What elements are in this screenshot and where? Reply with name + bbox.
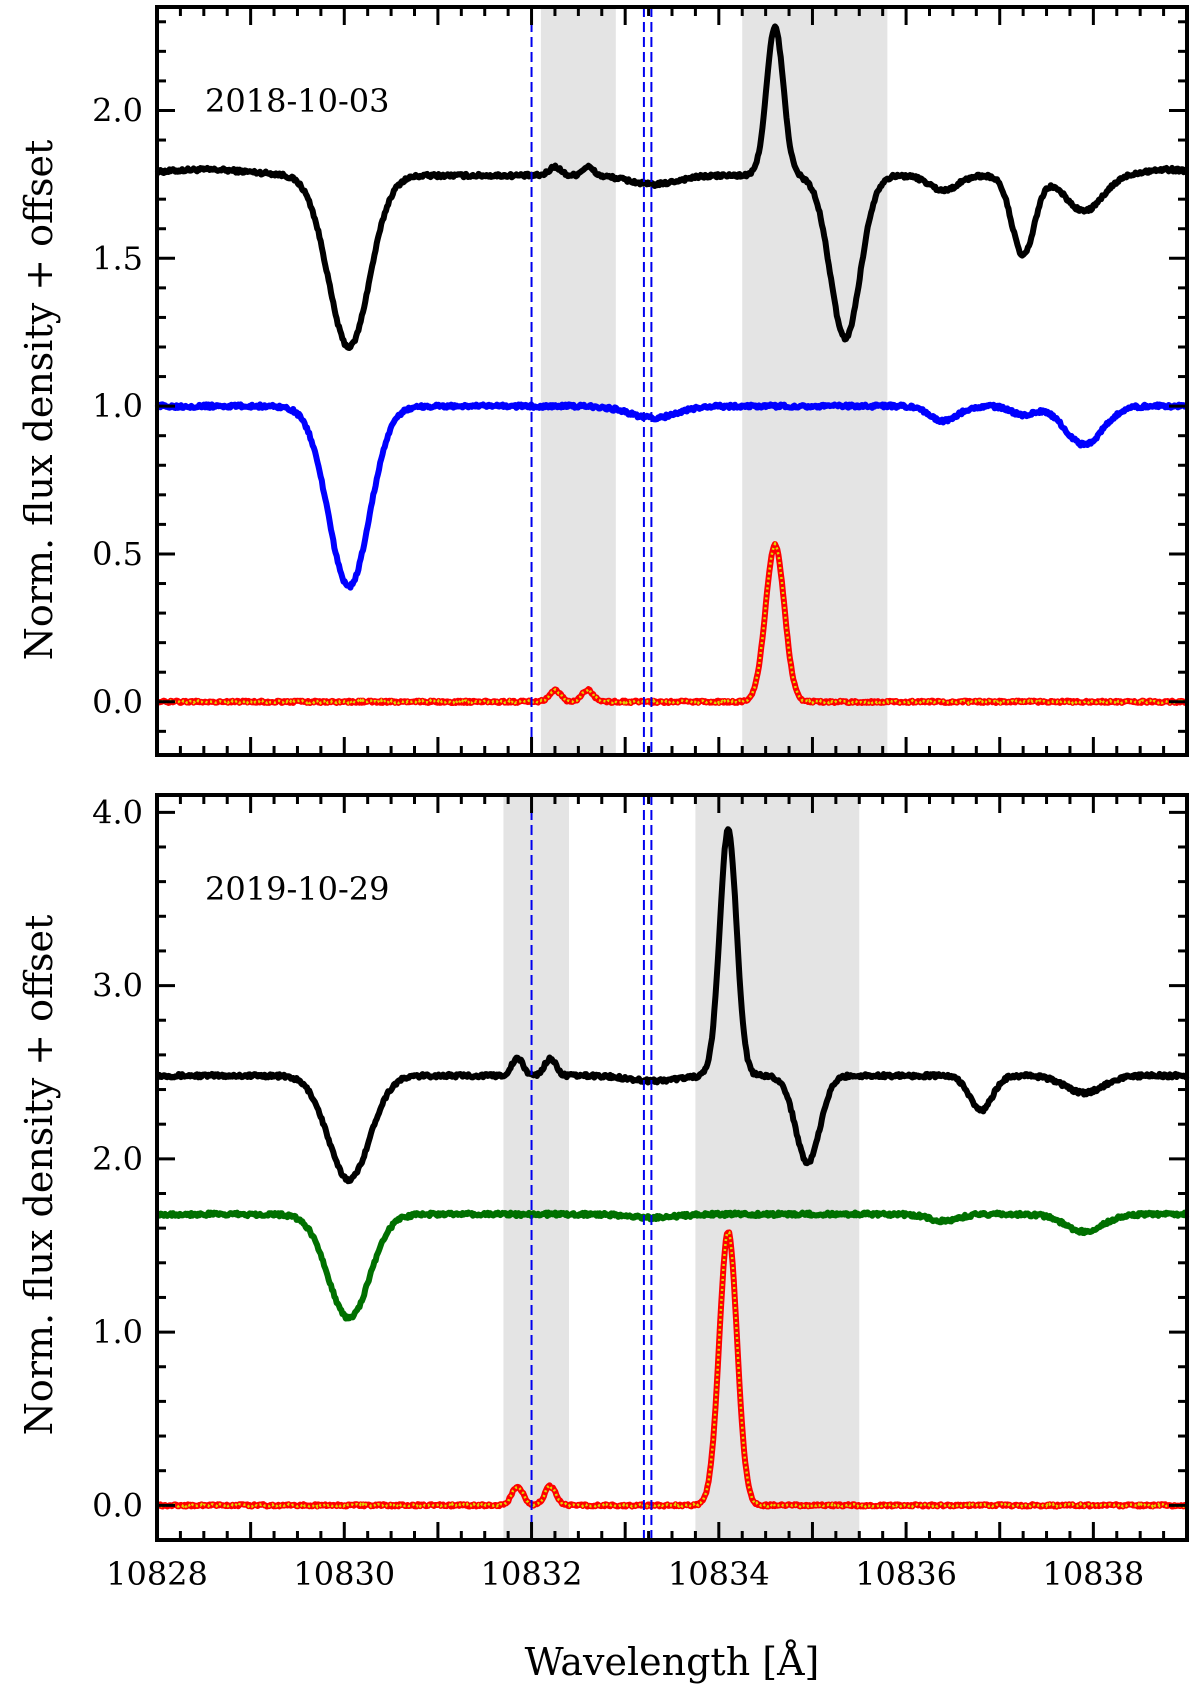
shaded-regions (540, 7, 888, 755)
series-line-residual-model (156, 1231, 1188, 1510)
y-tick-label: 3.0 (92, 967, 143, 1005)
y-axis-title: Norm. flux density + offset (17, 140, 61, 661)
plot-frame (155, 5, 1189, 757)
y-tick-label: 1.5 (92, 239, 143, 277)
x-tick-labels: 10828 10830 10832 10834 10836 10838 (106, 1555, 1144, 1593)
wavelength-markers (530, 795, 653, 1540)
x-tick-label: 10832 (481, 1555, 583, 1593)
y-tick-label: 1.0 (92, 387, 143, 425)
x-tick-label: 10838 (1042, 1555, 1144, 1593)
x-axis-title: Wavelength [Å] (525, 1640, 820, 1684)
series-group (155, 826, 1190, 1510)
series-line-observed (154, 23, 1189, 352)
y-tick-label: 2.0 (92, 91, 143, 129)
series-line-observed (155, 826, 1190, 1185)
x-tick-label: 10836 (855, 1555, 957, 1593)
series-group (154, 23, 1189, 706)
x-tick-label: 10834 (668, 1555, 770, 1593)
y-tick-label: 4.0 (92, 793, 143, 831)
y-tick-labels: 0.0 0.5 1.0 1.5 2.0 (92, 91, 143, 720)
series-line-residual (154, 541, 1189, 706)
y-axis-title: Norm. flux density + offset (17, 915, 61, 1436)
series-line-template (154, 401, 1189, 591)
y-tick-labels: 0.0 1.0 2.0 3.0 4.0 (92, 793, 143, 1524)
y-tick-label: 0.0 (92, 683, 143, 721)
date-annotation: 2018-10-03 (205, 82, 390, 120)
x-tick-label: 10830 (293, 1555, 395, 1593)
series-line-template (155, 1209, 1190, 1322)
plot-frame (155, 793, 1189, 1542)
y-tick-label: 1.0 (92, 1313, 143, 1351)
date-annotation: 2019-10-29 (205, 870, 390, 908)
y-tick-label: 0.0 (92, 1486, 143, 1524)
shaded-region (503, 795, 569, 1540)
shaded-region (540, 7, 616, 755)
x-tick-label: 10828 (106, 1555, 208, 1593)
y-tick-label: 2.0 (92, 1140, 143, 1178)
y-tick-label: 0.5 (92, 535, 143, 573)
panel-bottom: 0.0 1.0 2.0 3.0 4.0 10828 10830 10832 10834 1083… (17, 793, 1190, 1684)
panel-top: 0.0 0.5 1.0 1.5 2.0 2018-10-03 Norm. flux de… (17, 5, 1189, 757)
shaded-region (742, 7, 888, 755)
wavelength-markers (530, 7, 653, 755)
